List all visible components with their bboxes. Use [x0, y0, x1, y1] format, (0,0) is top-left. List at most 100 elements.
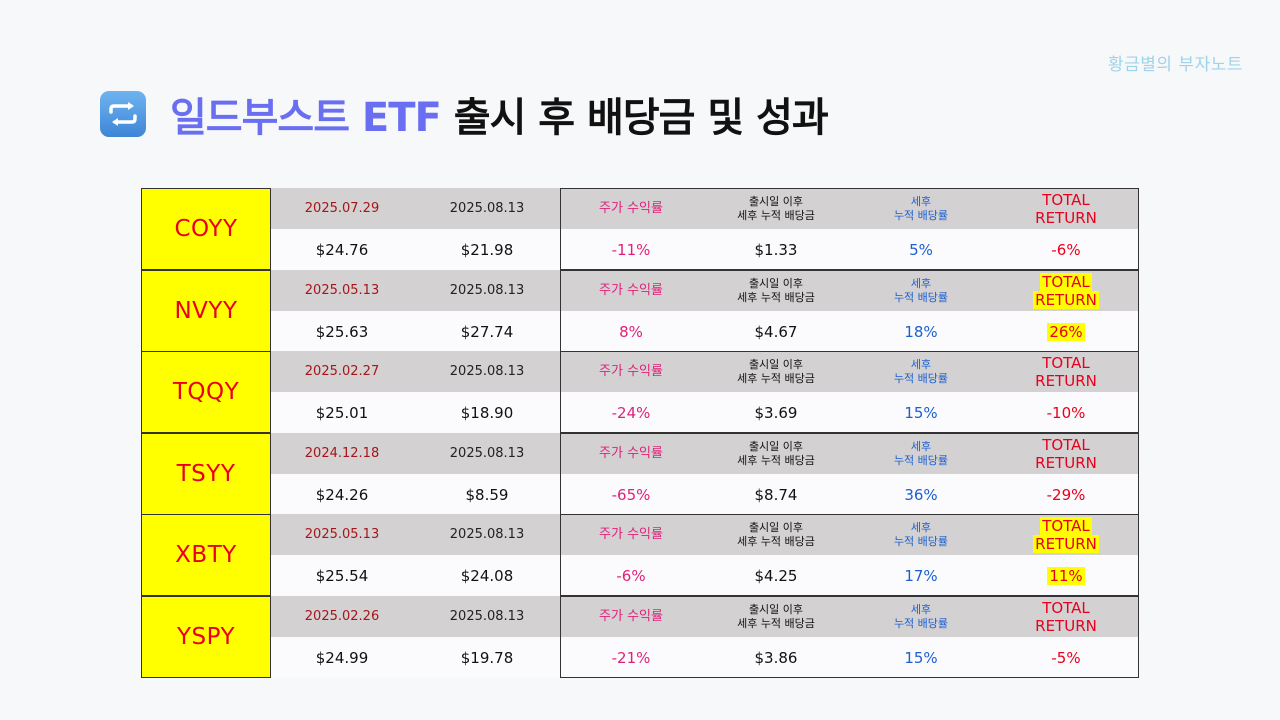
current-date: 2025.08.13 [449, 445, 525, 461]
price-return-label: 주가 수익률 [599, 200, 663, 216]
row-value-band [271, 474, 1139, 515]
row-header-band [271, 188, 1139, 229]
price-return-label: 주가 수익률 [599, 608, 663, 624]
total-return-label-line1: TOTAL [1042, 353, 1090, 372]
current-price: $19.78 [460, 648, 514, 667]
dividend-label-line2: 세후 누적 배당금 [737, 371, 815, 385]
row-header-band [271, 433, 1139, 474]
dividend-label-line2: 세후 누적 배당금 [737, 534, 815, 548]
launch-price: $25.63 [315, 322, 369, 341]
launch-price: $24.26 [315, 485, 369, 504]
price-return-label: 주가 수익률 [599, 445, 663, 461]
dividend-label-line1: 출시일 이후 [748, 277, 804, 291]
launch-date: 2025.07.29 [304, 200, 380, 216]
ticker-label: TQQY [141, 351, 271, 433]
yield-label-line1: 세후 [910, 603, 932, 617]
etf-row: TQQY 2025.02.27 2025.08.13 주가 수익률 출시일 이후… [141, 351, 1139, 433]
total-return-label-line2: RETURN [1035, 208, 1097, 227]
current-price: $27.74 [460, 322, 514, 341]
total-return-value: -10% [1046, 403, 1086, 422]
launch-date: 2025.02.26 [304, 608, 380, 624]
cum-yield-value: 15% [904, 403, 938, 422]
current-price: $8.59 [465, 485, 509, 504]
total-return-label-line1: TOTAL [1040, 272, 1092, 291]
yield-label-line1: 세후 [910, 195, 932, 209]
row-value-band [271, 311, 1139, 352]
yield-label-line2: 누적 배당률 [893, 290, 949, 304]
row-header-band [271, 270, 1139, 311]
current-date: 2025.08.13 [449, 608, 525, 624]
price-return-value: -21% [611, 648, 651, 667]
total-return-value: -6% [1051, 240, 1081, 259]
ticker-label: YSPY [141, 596, 271, 678]
ticker-label: TSYY [141, 433, 271, 515]
dividend-label-line1: 출시일 이후 [748, 521, 804, 535]
total-return-label-line1: TOTAL [1042, 598, 1090, 617]
row-header-band [271, 596, 1139, 637]
page-title: 일드부스트 ETF 출시 후 배당금 및 성과 [100, 88, 829, 141]
launch-price: $25.54 [315, 566, 369, 585]
total-return-value: -29% [1046, 485, 1086, 504]
dividend-label-line1: 출시일 이후 [748, 358, 804, 372]
cum-dividend-value: $3.86 [754, 648, 798, 667]
yield-label-line1: 세후 [910, 440, 932, 454]
yield-label-line1: 세후 [910, 358, 932, 372]
cum-dividend-value: $4.25 [754, 566, 798, 585]
total-return-value: 26% [1047, 322, 1085, 341]
launch-date: 2024.12.18 [304, 445, 380, 461]
yield-label-line2: 누적 배당률 [893, 616, 949, 630]
price-return-value: -24% [611, 403, 651, 422]
total-return-label-line1: TOTAL [1042, 190, 1090, 209]
row-value-band [271, 637, 1139, 678]
launch-price: $24.76 [315, 240, 369, 259]
launch-price: $24.99 [315, 648, 369, 667]
ticker-label: XBTY [141, 514, 271, 596]
cum-yield-value: 15% [904, 648, 938, 667]
row-value-band [271, 392, 1139, 433]
yield-label-line1: 세후 [910, 277, 932, 291]
yield-label-line2: 누적 배당률 [893, 453, 949, 467]
total-return-value: -5% [1051, 648, 1081, 667]
current-price: $18.90 [460, 403, 514, 422]
cum-dividend-value: $3.69 [754, 403, 798, 422]
dividend-label-line1: 출시일 이후 [748, 603, 804, 617]
current-date: 2025.08.13 [449, 363, 525, 379]
launch-price: $25.01 [315, 403, 369, 422]
total-return-label-line2: RETURN [1035, 371, 1097, 390]
current-price: $24.08 [460, 566, 514, 585]
etf-row: COYY 2025.07.29 2025.08.13 주가 수익률 출시일 이후… [141, 188, 1139, 270]
price-return-label: 주가 수익률 [599, 282, 663, 298]
launch-date: 2025.05.13 [304, 282, 380, 298]
total-return-label-line2: RETURN [1035, 453, 1097, 472]
dividend-label-line2: 세후 누적 배당금 [737, 290, 815, 304]
title-accent: 일드부스트 ETF [170, 95, 442, 141]
cum-dividend-value: $4.67 [754, 322, 798, 341]
dividend-label-line2: 세후 누적 배당금 [737, 616, 815, 630]
etf-row: NVYY 2025.05.13 2025.08.13 주가 수익률 출시일 이후… [141, 270, 1139, 352]
row-value-band [271, 229, 1139, 270]
etf-row: YSPY 2025.02.26 2025.08.13 주가 수익률 출시일 이후… [141, 596, 1139, 678]
ticker-label: COYY [141, 188, 271, 270]
cum-yield-value: 5% [909, 240, 933, 259]
price-return-value: -65% [611, 485, 651, 504]
title-rest: 출시 후 배당금 및 성과 [440, 95, 829, 141]
price-return-value: -11% [611, 240, 651, 259]
total-return-value: 11% [1047, 566, 1085, 585]
current-date: 2025.08.13 [449, 200, 525, 216]
cum-yield-value: 17% [904, 566, 938, 585]
current-price: $21.98 [460, 240, 514, 259]
launch-date: 2025.02.27 [304, 363, 380, 379]
etf-row: TSYY 2024.12.18 2025.08.13 주가 수익률 출시일 이후… [141, 433, 1139, 515]
repeat-icon [100, 91, 146, 137]
etf-row: XBTY 2025.05.13 2025.08.13 주가 수익률 출시일 이후… [141, 514, 1139, 596]
row-value-band [271, 555, 1139, 596]
total-return-label-line2: RETURN [1035, 616, 1097, 635]
dividend-label-line1: 출시일 이후 [748, 440, 804, 454]
cum-yield-value: 18% [904, 322, 938, 341]
price-return-value: -6% [616, 566, 646, 585]
price-return-label: 주가 수익률 [599, 526, 663, 542]
row-header-band [271, 514, 1139, 555]
total-return-label-line2: RETURN [1033, 290, 1099, 309]
price-return-label: 주가 수익률 [599, 363, 663, 379]
yield-label-line2: 누적 배당률 [893, 534, 949, 548]
